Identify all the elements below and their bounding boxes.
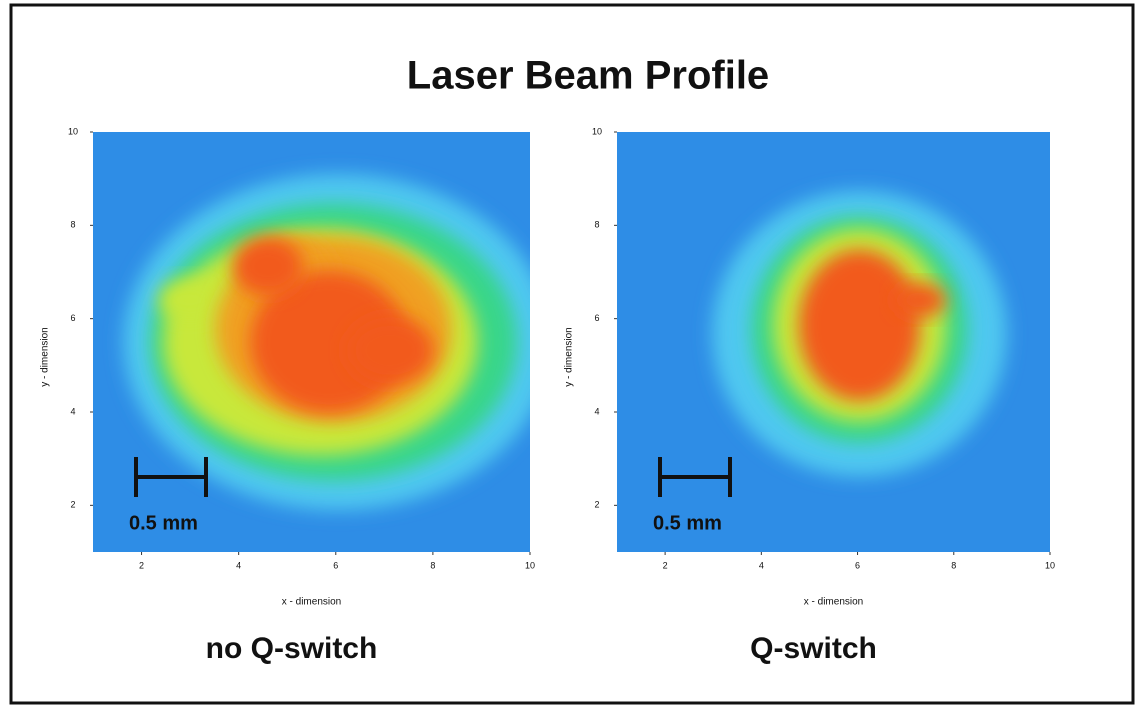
x-tick-label: 10 xyxy=(525,560,535,570)
y-tick-label: 10 xyxy=(68,126,78,136)
x-tick-label: 6 xyxy=(333,560,338,570)
intensity-region xyxy=(346,317,433,384)
y-tick-label: 8 xyxy=(70,220,75,230)
x-tick-label: 2 xyxy=(663,560,668,570)
beam-image xyxy=(93,132,552,552)
x-tick-label: 8 xyxy=(951,560,956,570)
intensity-region xyxy=(799,250,920,401)
y-tick-label: 2 xyxy=(70,500,75,510)
y-tick-label: 2 xyxy=(594,500,599,510)
y-tick-label: 6 xyxy=(594,313,599,323)
x-axis-label: x - dimension xyxy=(804,597,863,608)
x-axis-label: x - dimension xyxy=(282,597,341,608)
x-tick-label: 6 xyxy=(855,560,860,570)
x-tick-label: 10 xyxy=(1045,560,1055,570)
scale-bar-label: 0.5 mm xyxy=(129,512,198,534)
caption: no Q-switch xyxy=(206,632,378,665)
figure: Laser Beam Profile 2 4 6 8 10 2 4 6 8 10 x - dimen… xyxy=(0,0,1138,708)
y-tick-label: 6 xyxy=(70,313,75,323)
beam-image xyxy=(617,132,1050,552)
intensity-region xyxy=(233,237,303,296)
caption: Q-switch xyxy=(750,632,877,665)
y-tick-label: 4 xyxy=(70,406,75,416)
y-axis-label: y - dimension xyxy=(40,327,51,386)
y-tick-label: 4 xyxy=(594,406,599,416)
x-tick-label: 4 xyxy=(759,560,764,570)
x-tick-label: 2 xyxy=(139,560,144,570)
intensity-region xyxy=(159,279,220,321)
x-tick-label: 8 xyxy=(430,560,435,570)
y-tick-label: 10 xyxy=(592,126,602,136)
y-axis-label: y - dimension xyxy=(564,327,575,386)
figure-title: Laser Beam Profile xyxy=(407,54,769,98)
y-tick-label: 8 xyxy=(594,220,599,230)
scale-bar-label: 0.5 mm xyxy=(653,512,722,534)
intensity-region xyxy=(894,283,946,317)
x-tick-label: 4 xyxy=(236,560,241,570)
